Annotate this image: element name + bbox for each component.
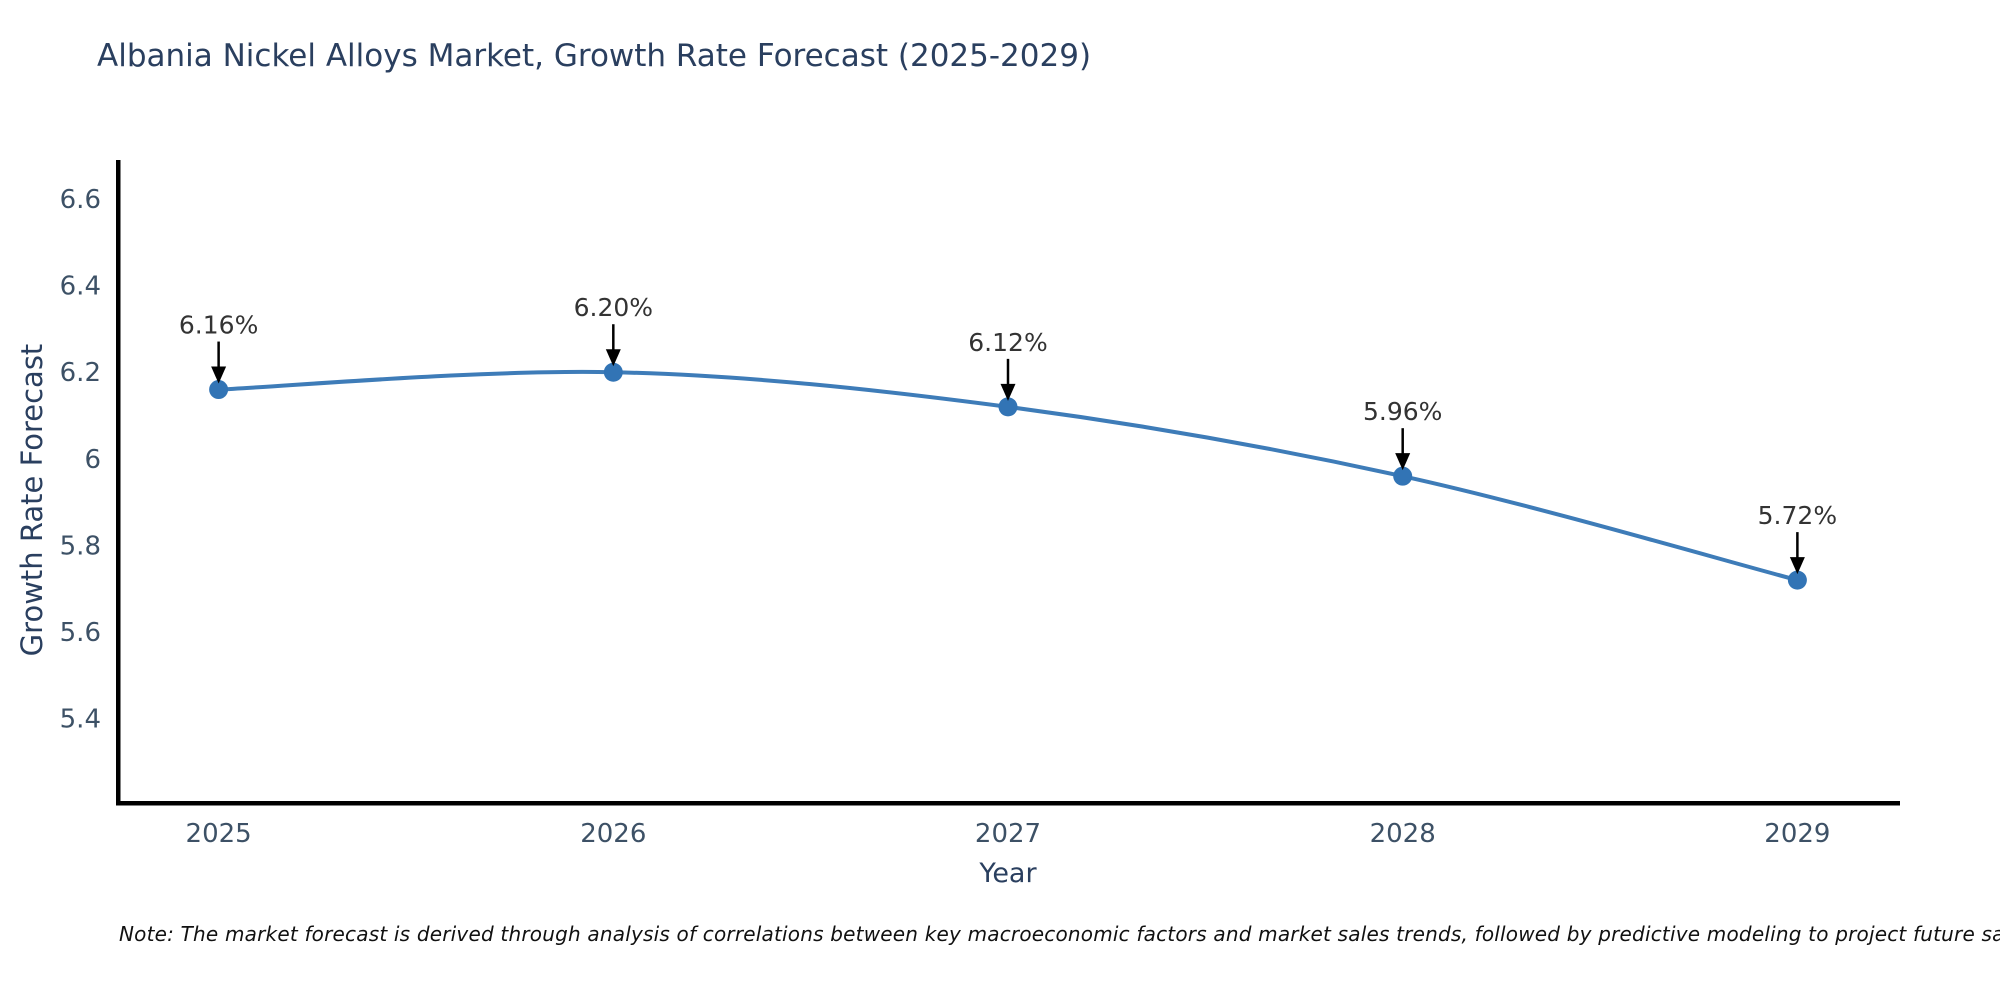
y-axis-title: Growth Rate Forecast — [15, 343, 49, 657]
data-point — [603, 362, 623, 382]
x-tick-label: 2029 — [1764, 819, 1830, 849]
annotation-arrowhead — [605, 349, 621, 367]
point-annotation: 6.16% — [179, 311, 258, 340]
annotation-arrowhead — [1395, 453, 1411, 471]
y-tick-label: 6.2 — [60, 358, 101, 388]
data-point — [1393, 466, 1413, 486]
y-axis-spine — [116, 160, 121, 806]
x-axis-spine — [116, 801, 1900, 806]
annotation-arrowhead — [1789, 557, 1805, 575]
data-point — [1787, 570, 1807, 590]
y-tick-label: 5.8 — [60, 531, 101, 561]
x-tick-label: 2025 — [186, 819, 252, 849]
y-tick-label: 6 — [84, 445, 101, 475]
x-tick-label: 2027 — [975, 819, 1041, 849]
x-tick-label: 2028 — [1370, 819, 1436, 849]
data-point — [209, 380, 229, 400]
y-tick-label: 5.4 — [60, 705, 101, 735]
point-annotation: 5.72% — [1758, 501, 1837, 530]
x-axis-title: Year — [979, 858, 1037, 889]
annotation-arrowhead — [1000, 383, 1016, 401]
point-annotation: 6.20% — [574, 293, 653, 322]
y-tick-label: 6.6 — [60, 185, 101, 215]
point-annotation: 6.12% — [968, 328, 1047, 357]
x-tick-label: 2026 — [580, 819, 646, 849]
y-tick-label: 5.6 — [60, 618, 101, 648]
chart-title: Albania Nickel Alloys Market, Growth Rat… — [97, 38, 1092, 74]
footnote: Note: The market forecast is derived thr… — [119, 922, 2000, 946]
annotation-arrowhead — [211, 366, 227, 384]
data-point — [998, 397, 1018, 417]
y-tick-label: 6.4 — [60, 272, 101, 302]
point-annotation: 5.96% — [1363, 397, 1442, 426]
